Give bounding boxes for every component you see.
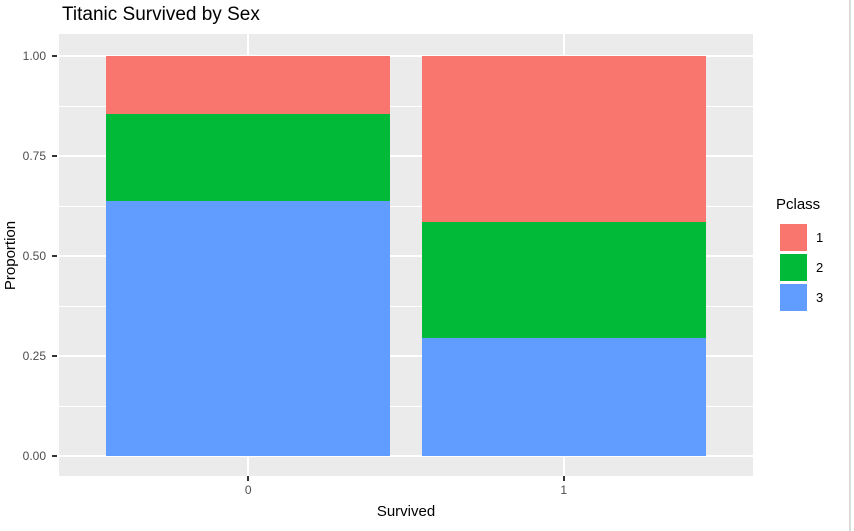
legend-label: 1 xyxy=(816,230,824,245)
bar-segment-class-3-survived-1 xyxy=(421,338,706,456)
y-tick-mark xyxy=(52,155,57,157)
legend-swatch-3 xyxy=(780,284,807,311)
x-tick-label: 0 xyxy=(244,483,252,497)
y-tick-label: 0.25 xyxy=(22,349,46,363)
gridline-major xyxy=(59,255,753,257)
bar-segment-class-1-survived-0 xyxy=(106,56,391,114)
gridline-major xyxy=(59,155,753,157)
gridline-minor xyxy=(59,305,753,307)
x-tick-mark xyxy=(247,476,250,481)
legend-item-1: 1 xyxy=(780,224,823,251)
gridline-major xyxy=(59,455,753,457)
bar-segment-class-2-survived-1 xyxy=(421,222,706,338)
y-axis-title: Proportion xyxy=(2,220,20,290)
bar-segment-class-2-survived-0 xyxy=(106,114,391,201)
gridline-major xyxy=(59,355,753,357)
plot-panel xyxy=(59,34,753,476)
y-tick-mark xyxy=(52,455,57,457)
x-tick-mark xyxy=(562,476,565,481)
gridline-minor xyxy=(59,205,753,207)
gridline-major xyxy=(59,55,753,57)
y-tick-mark xyxy=(52,255,57,257)
pane-right-border xyxy=(849,0,851,531)
gridline-minor xyxy=(59,105,753,107)
legend-items: 1 2 3 xyxy=(776,224,823,311)
x-tick-label: 1 xyxy=(560,483,568,497)
bar-segment-class-1-survived-1 xyxy=(421,56,706,222)
legend-swatch-1 xyxy=(780,224,807,251)
legend-label: 3 xyxy=(816,290,824,305)
legend-item-2: 2 xyxy=(780,254,823,281)
y-tick-label: 0.50 xyxy=(22,249,46,263)
y-tick-mark xyxy=(52,355,57,357)
gridline-minor xyxy=(59,405,753,407)
y-tick-label: 0.00 xyxy=(22,449,46,463)
legend-item-3: 3 xyxy=(780,284,823,311)
chart-title: Titanic Survived by Sex xyxy=(62,4,260,25)
y-tick-label: 1.00 xyxy=(22,49,46,63)
legend-title: Pclass xyxy=(776,196,821,213)
legend: Pclass 1 2 3 xyxy=(776,196,823,314)
legend-label: 2 xyxy=(816,260,824,275)
x-axis-title: Survived xyxy=(376,503,436,520)
bar-segment-class-3-survived-0 xyxy=(106,201,391,456)
legend-swatch-2 xyxy=(780,254,807,281)
y-tick-mark xyxy=(52,55,57,57)
y-tick-label: 0.75 xyxy=(22,149,46,163)
